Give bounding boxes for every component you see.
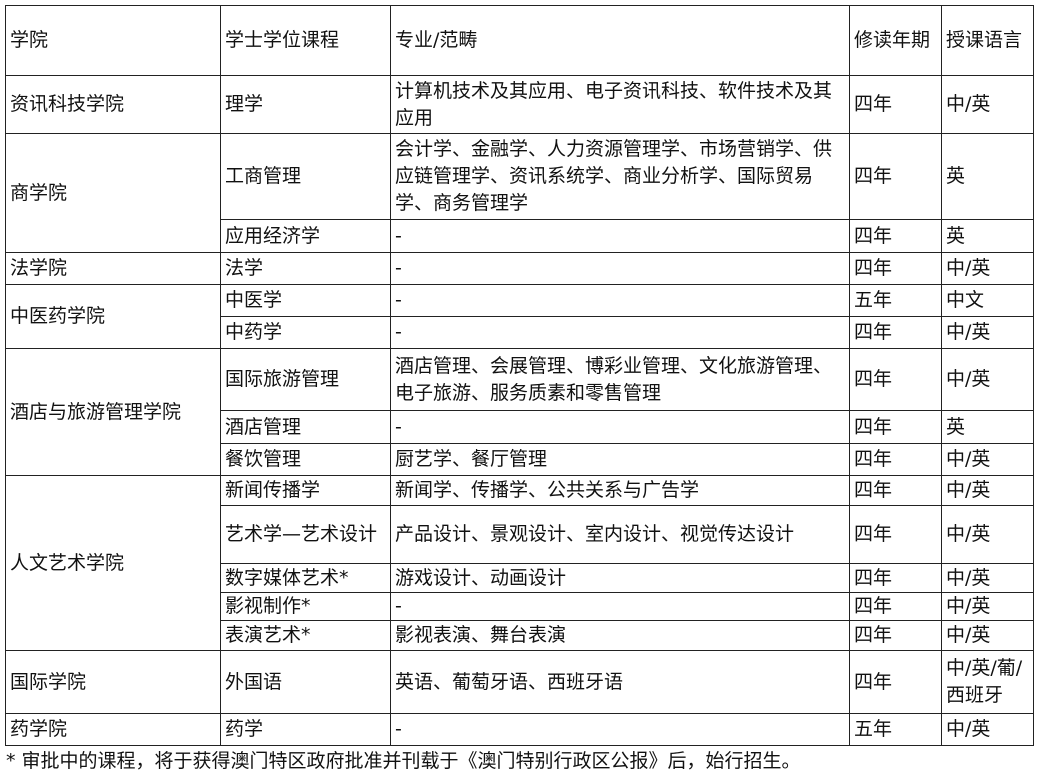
header-program: 学士学位课程 [220,5,391,76]
language-cell: 中/英 [941,592,1034,621]
footnote: * 审批中的课程，将于获得澳门特区政府批准并刊载于《澳门特别行政区公报》后，始行… [6,750,801,772]
college-cell: 中医药学院 [5,284,221,349]
program-cell: 酒店管理 [220,410,391,444]
majors-cell: 产品设计、景观设计、室内设计、视觉传达设计 [390,505,850,564]
majors-cell: - [390,592,850,621]
header-college: 学院 [5,5,221,76]
majors-cell: 英语、葡萄牙语、西班牙语 [390,650,850,714]
program-cell: 法学 [220,252,391,285]
language-cell: 中/英 [941,443,1034,476]
table-row: 药学院 药学 - 五年 中/英 [5,713,1034,746]
years-cell: 四年 [849,650,942,714]
table-row: 艺术学—艺术设计 产品设计、景观设计、室内设计、视觉传达设计 四年 中/英 [6,505,1034,564]
years-cell: 四年 [849,563,942,593]
table-row: 表演艺术* 影视表演、舞台表演 四年 中/英 [6,620,1034,651]
college-cell: 药学院 [5,713,221,746]
program-cell: 理学 [220,75,391,134]
table-row: 餐饮管理 厨艺学、餐厅管理 四年 中/英 [6,443,1034,476]
program-cell: 中药学 [220,316,391,349]
table-row: 应用经济学 - 四年英 [6,219,1034,253]
language-cell: 英 [941,219,1034,253]
majors-cell: - [390,284,850,317]
program-cell: 餐饮管理 [220,443,391,476]
years-cell: 四年 [849,348,942,411]
years-cell: 五年 [849,284,942,317]
language-cell: 中/英/葡/西班牙 [941,650,1034,714]
program-cell: 应用经济学 [220,219,391,253]
majors-cell: 酒店管理、会展管理、博彩业管理、文化旅游管理、电子旅游、服务质素和零售管理 [390,348,850,411]
table-row: 人文艺术学院 新闻传播学 新闻学、传播学、公共关系与广告学 四年 中/英 [5,475,1034,651]
program-cell: 表演艺术* [220,620,391,651]
table-row: 法学院 法学 - 四年 中/英 [5,252,1034,285]
years-cell: 四年 [849,219,942,253]
program-cell: 中医学 [220,284,391,317]
language-cell: 英 [941,410,1034,444]
table-row: 国际学院 外国语 英语、葡萄牙语、西班牙语 四年 中/英/葡/西班牙 [5,650,1034,714]
college-cell: 酒店与旅游管理学院 [5,348,221,476]
program-cell: 数字媒体艺术* [220,563,391,593]
majors-cell: 计算机技术及其应用、电子资讯科技、软件技术及其应用 [390,75,850,134]
years-cell: 四年 [849,252,942,285]
college-cell: 国际学院 [5,650,221,714]
years-cell: 四年 [849,505,942,564]
language-cell: 中/英 [941,75,1034,134]
years-cell: 四年 [849,475,942,506]
program-cell: 国际旅游管理 [220,348,391,411]
college-cell: 人文艺术学院 [5,475,221,651]
majors-cell: - [390,316,850,349]
header-years: 修读年期 [849,5,942,76]
years-cell: 四年 [849,410,942,444]
table-row: 酒店管理 - 四年英 [6,410,1034,444]
majors-cell: 游戏设计、动画设计 [390,563,850,593]
college-cell: 商学院 [5,133,221,253]
years-cell: 四年 [849,620,942,651]
table-row: 资讯科技学院 理学 计算机技术及其应用、电子资讯科技、软件技术及其应用 四年 中/英 [5,75,1034,134]
program-cell: 工商管理 [220,133,391,220]
years-cell: 四年 [849,133,942,220]
program-cell: 影视制作* [220,592,391,621]
program-cell: 外国语 [220,650,391,714]
years-cell: 四年 [849,316,942,349]
header-language: 授课语言 [941,5,1034,76]
majors-cell: 厨艺学、餐厅管理 [390,443,850,476]
language-cell: 中/英 [941,563,1034,593]
table-row: 数字媒体艺术* 游戏设计、动画设计 四年 中/英 [6,563,1034,593]
table-row: 酒店与旅游管理学院 国际旅游管理 酒店管理、会展管理、博彩业管理、文化旅游管理、电子… [5,348,1034,476]
language-cell: 中/英 [941,252,1034,285]
majors-cell: - [390,410,850,444]
language-cell: 中/英 [941,505,1034,564]
years-cell: 四年 [849,75,942,134]
programs-table: 学院 学士学位课程 专业/范畴 修读年期 授课语言 资讯科技学院 理学 计算机技术及… [5,5,1034,746]
years-cell: 四年 [849,443,942,476]
language-cell: 中/英 [941,620,1034,651]
college-cell: 资讯科技学院 [5,75,221,134]
header-majors: 专业/范畴 [390,5,850,76]
table-header-row: 学院 学士学位课程 专业/范畴 修读年期 授课语言 [5,5,1034,76]
years-cell: 五年 [849,713,942,746]
majors-cell: 会计学、金融学、人力资源管理学、市场营销学、供应链管理学、资讯系统学、商业分析学… [390,133,850,220]
program-cell: 艺术学—艺术设计 [220,505,391,564]
table-row: 商学院 工商管理 会计学、金融学、人力资源管理学、市场营销学、供应链管理学、资讯系统… [5,133,1034,253]
language-cell: 英 [941,133,1034,220]
language-cell: 中/英 [941,475,1034,506]
college-cell: 法学院 [5,252,221,285]
majors-cell: - [390,219,850,253]
program-cell: 药学 [220,713,391,746]
table-row: 中医药学院 中医学 - 五年 中文 [5,284,1034,349]
majors-cell: - [390,252,850,285]
language-cell: 中文 [941,284,1034,317]
majors-cell: 新闻学、传播学、公共关系与广告学 [390,475,850,506]
language-cell: 中/英 [941,348,1034,411]
program-cell: 新闻传播学 [220,475,391,506]
language-cell: 中/英 [941,316,1034,349]
years-cell: 四年 [849,592,942,621]
language-cell: 中/英 [941,713,1034,746]
majors-cell: 影视表演、舞台表演 [390,620,850,651]
majors-cell: - [390,713,850,746]
table-row: 中药学 - 四年 中/英 [6,316,1034,349]
